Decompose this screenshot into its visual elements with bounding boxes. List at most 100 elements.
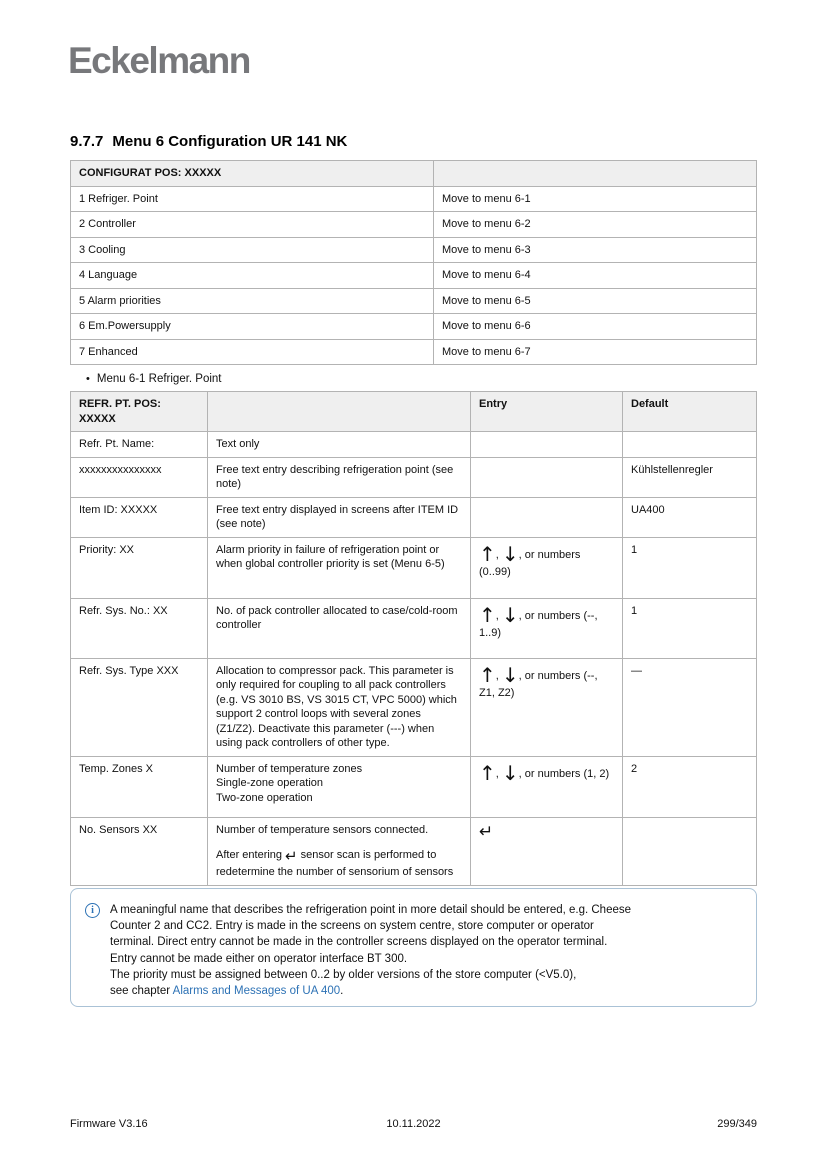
description-cell: Free text entry describing refrigeration… [207,456,471,498]
entry-cell: ↑, ↓, or numbers (0..99) [470,536,623,599]
default-cell [622,431,757,458]
table-row: Priority: XX Alarm priority in failure o… [70,536,757,599]
table-row: 6 Em.Powersupply Move to menu 6-6 [70,313,757,340]
description-line: After entering ↵ sensor scan is performed … [216,847,454,879]
description-cell: Number of temperature zones Single-zone … [207,755,471,818]
description-cell: Number of temperature sensors connected.… [207,816,471,886]
bullet-label: Menu 6-1 Refriger. Point [96,373,222,385]
description-line: Single-zone operation [216,777,324,790]
bullet-item-menu-6-1: • Menu 6-1 Refriger. Point [86,373,222,385]
param-cell: xxxxxxxxxxxxxxx [70,456,208,498]
section-number: 9.7.7 [70,133,104,150]
param-cell: Refr. Pt. Name: [70,431,208,458]
arrow-up-icon: ↑ [479,662,496,687]
alarms-and-messages-link[interactable]: Alarms and Messages of UA 400 [172,985,341,998]
table-row: 7 Enhanced Move to menu 6-7 [70,338,757,366]
menu-action-cell: Move to menu 6-6 [433,313,757,340]
table-header-row: CONFIGURAT POS: XXXXX [70,160,757,187]
arrow-down-icon: ↓ [501,541,519,566]
enter-icon: ↵ [479,821,494,842]
description-cell: Text only [207,431,471,458]
refr-pt-header-cell: REFR. PT. POS: XXXXX [70,390,208,433]
table-row: 2 Controller Move to menu 6-2 [70,211,757,238]
note-line: The priority must be assigned between 0.… [110,968,577,981]
description-line: Number of temperature sensors connected. [216,823,429,836]
default-cell: — [622,657,757,757]
menu-table-header-cell: CONFIGURAT POS: XXXXX [70,160,434,187]
entry-cell: ↑, ↓, or numbers (--, Z1, Z2) [470,657,623,757]
table-row: Temp. Zones X Number of temperature zone… [70,755,757,818]
menu-6-configuration-table: CONFIGURAT POS: XXXXX 1 Refriger. Point M… [70,160,757,366]
arrow-up-icon: ↑ [479,602,496,627]
table-row: 3 Cooling Move to menu 6-3 [70,236,757,264]
default-cell: UA400 [622,496,757,538]
table-header-row: REFR. PT. POS: XXXXX Entry Default [70,390,757,433]
menu-item-cell: 5 Alarm priorities [70,287,434,315]
menu-table-header-empty-cell [433,160,757,187]
entry-suffix: , or numbers (0..99) [479,548,581,578]
param-cell: Refr. Sys. Type XXX [70,657,208,757]
menu-item-cell: 2 Controller [70,211,434,238]
param-cell: Refr. Sys. No.: XX [70,597,208,659]
default-cell: 2 [622,755,757,818]
eckelmann-logo: Eckelmann [68,40,251,81]
entry-separator: , [495,609,502,622]
footer-page-number: 299/349 [717,1118,757,1130]
note-line: Entry cannot be made either on operator … [110,952,408,965]
entry-suffix: , or numbers (1, 2) [518,767,610,780]
section-title: Menu 6 Configuration UR 141 NK [112,133,348,150]
menu-item-cell: 1 Refriger. Point [70,185,434,213]
table-row: 4 Language Move to menu 6-4 [70,262,757,289]
section-heading: 9.7.7 Menu 6 Configuration UR 141 NK [70,133,347,150]
default-cell: 1 [622,597,757,659]
note-line: terminal. Direct entry cannot be made in… [110,936,608,949]
description-header-cell [207,390,471,433]
default-header-cell: Default [622,390,757,433]
menu-action-cell: Move to menu 6-3 [433,236,757,264]
description-line: Two-zone operation [216,791,313,804]
menu-item-cell: 6 Em.Powersupply [70,313,434,340]
param-cell: No. Sensors XX [70,816,208,886]
description-cell: Alarm priority in failure of refrigerati… [207,536,471,599]
menu-action-cell: Move to menu 6-5 [433,287,757,315]
arrow-down-icon: ↓ [501,760,519,785]
entry-separator: , [495,767,502,780]
refrigeration-point-table: REFR. PT. POS: XXXXX Entry Default Refr.… [70,390,757,886]
arrow-down-icon: ↓ [501,662,519,687]
info-note-box: i A meaningful name that describes the r… [70,888,757,1007]
note-line: Counter 2 and CC2. Entry is made in the … [110,920,594,933]
table-row: 1 Refriger. Point Move to menu 6-1 [70,185,757,213]
entry-cell: ↑, ↓, or numbers (--, 1..9) [470,597,623,659]
note-text: A meaningful name that describes the ref… [110,902,631,999]
menu-item-cell: 4 Language [70,262,434,289]
entry-cell: ↵ [470,816,623,886]
table-row: 5 Alarm priorities Move to menu 6-5 [70,287,757,315]
description-cell: Free text entry displayed in screens aft… [207,496,471,538]
description-line: Number of temperature zones [216,762,363,775]
param-cell: Item ID: XXXXX [70,496,208,538]
description-cell: Allocation to compressor pack. This para… [207,657,471,757]
table-row: No. Sensors XX Number of temperature sen… [70,816,757,886]
table-row: Refr. Sys. Type XXX Allocation to compre… [70,657,757,757]
enter-icon: ↵ [285,847,298,866]
table-row: xxxxxxxxxxxxxxx Free text entry describi… [70,456,757,498]
entry-cell [470,431,623,458]
entry-suffix: , or numbers (--, Z1, Z2) [479,669,598,699]
menu-action-cell: Move to menu 6-7 [433,338,757,366]
arrow-down-icon: ↓ [501,602,519,627]
param-cell: Priority: XX [70,536,208,599]
entry-separator: , [495,548,502,561]
note-line: A meaningful name that describes the ref… [110,904,632,916]
entry-suffix: , or numbers (--, 1..9) [479,609,598,639]
default-cell: Kühlstellenregler [622,456,757,498]
menu-item-cell: 7 Enhanced [70,338,434,366]
entry-separator: , [495,669,502,682]
arrow-up-icon: ↑ [479,760,496,785]
entry-cell: ↑, ↓, or numbers (1, 2) [470,755,623,818]
menu-action-cell: Move to menu 6-4 [433,262,757,289]
table-row: Refr. Sys. No.: XX No. of pack controlle… [70,597,757,659]
arrow-up-icon: ↑ [479,541,496,566]
bullet-icon: • [86,373,90,385]
entry-cell [470,496,623,538]
